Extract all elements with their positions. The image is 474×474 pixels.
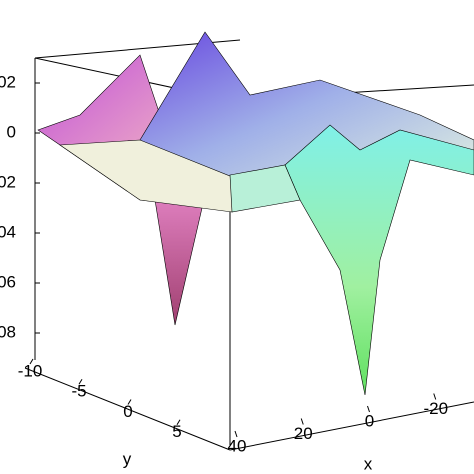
x-tick-label: 20 <box>294 424 313 443</box>
x-tick <box>367 405 370 413</box>
surface <box>37 31 474 396</box>
x-tick <box>433 393 437 400</box>
surface-patch <box>229 164 301 213</box>
z-tick-label: 08 <box>0 322 16 341</box>
y-tick-label: -10 <box>18 361 43 380</box>
y-tick <box>127 399 132 405</box>
z-tick-label: 0 <box>7 122 16 141</box>
y-tick-label: -5 <box>71 382 86 401</box>
x-tick-label: 0 <box>365 411 374 430</box>
z-tick-label: 04 <box>0 222 16 241</box>
surface-patch <box>154 194 206 326</box>
y-tick-label: 0 <box>123 402 132 421</box>
z-tick-label: 02 <box>0 72 16 91</box>
box-edge <box>229 401 474 451</box>
x-axis-label: x <box>364 454 373 473</box>
x-tick-label: 40 <box>228 436 247 455</box>
y-tick <box>78 378 83 385</box>
y-axis-label: y <box>123 449 132 468</box>
z-tick-label: 06 <box>0 272 16 291</box>
y-tick <box>29 358 34 365</box>
x-tick <box>300 418 304 425</box>
z-tick-label: 02 <box>0 172 16 191</box>
surface-patch <box>284 124 474 396</box>
x-tick <box>234 430 238 438</box>
y-tick-label: 5 <box>172 422 181 441</box>
box-edge <box>24 367 231 451</box>
x-tick-label: -20 <box>423 399 448 418</box>
y-tick <box>176 419 181 426</box>
